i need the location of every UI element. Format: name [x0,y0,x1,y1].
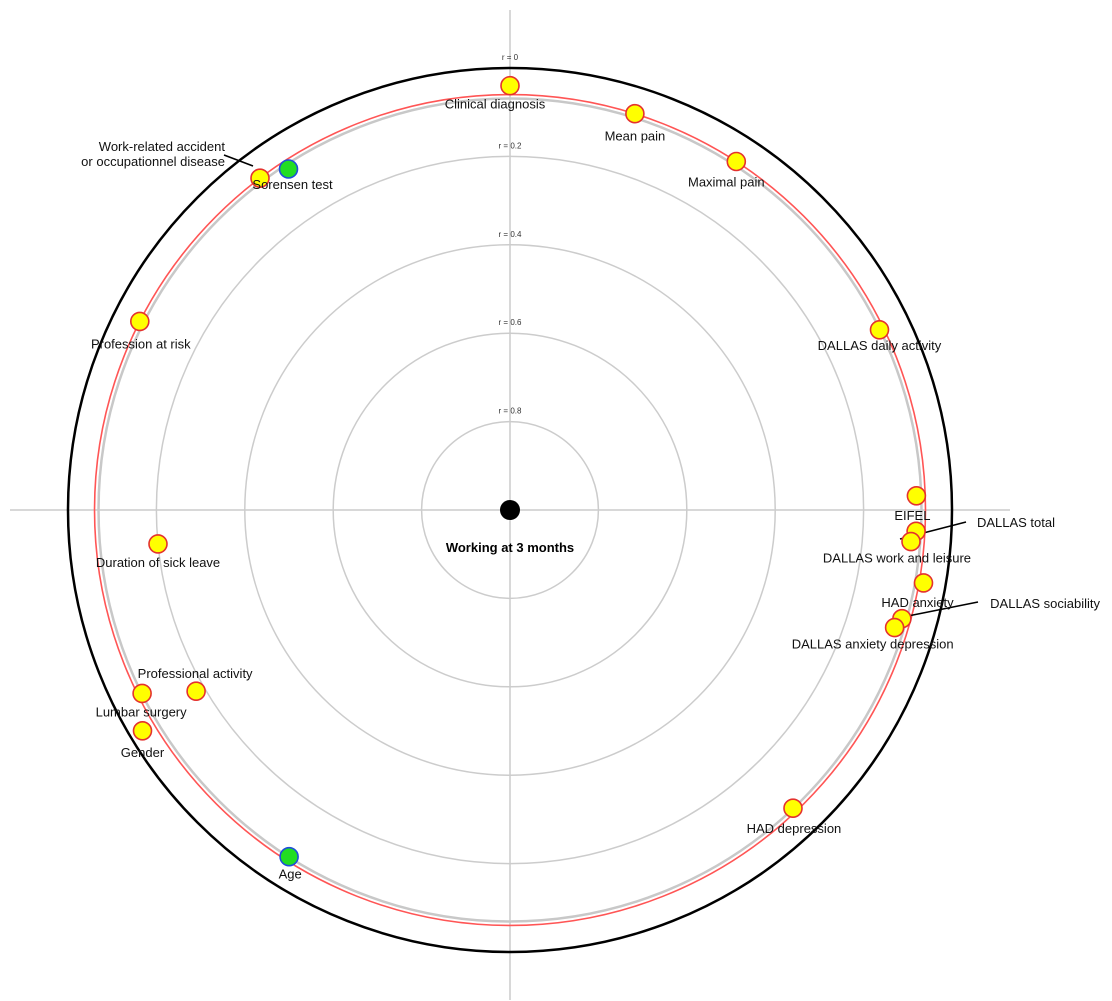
ring-label-0: r = 0 [502,53,519,62]
point-label-line: Gender [121,745,165,760]
point-label-sorensen-test: Sorensen test [252,177,333,192]
point-label-maximal-pain: Maximal pain [688,175,765,190]
leader-line-work-related-accident [223,154,254,167]
point-label-work-related-accident: Work-related accident or occupationnel di… [81,139,225,169]
point-label-dallas-daily-activity: DALLAS daily activity [818,338,942,353]
point-label-line: DALLAS sociability [990,596,1100,611]
point-label-line: HAD anxiety [881,595,954,610]
point-label-eifel: EIFEL [894,508,930,523]
point-label-line: EIFEL [894,508,930,523]
data-point-profession-at-risk [130,311,150,332]
point-label-line: HAD depression [747,821,842,836]
center-dot [500,500,520,520]
data-point-work-related-accident [250,168,270,188]
data-points [130,75,934,867]
data-point-mean-pain [625,103,645,124]
data-point-eifel [906,485,927,506]
correlation-rings [66,66,954,954]
point-label-line: Mean pain [605,129,666,144]
point-label-had-anxiety: HAD anxiety [881,595,954,610]
point-labels: Clinical diagnosis Mean pain Maximal pain D… [81,97,1100,882]
data-point-lumbar-surgery [132,683,152,704]
data-point-professional-activity [186,681,206,702]
data-point-dallas-anxiety-depression [884,617,905,638]
ring-r-0-6 [332,332,688,688]
data-point-sorensen-test [278,159,299,179]
threshold-shadow-circle [97,97,923,923]
point-label-mean-pain: Mean pain [605,129,666,144]
data-point-had-anxiety [913,573,934,593]
point-label-line: Clinical diagnosis [445,97,546,112]
point-label-had-depression: HAD depression [747,821,842,836]
point-label-dallas-sociability: DALLAS sociability [990,596,1100,611]
ring-label-1: r = 0.2 [499,141,522,150]
leader-line-dallas-sociability [907,601,979,617]
point-label-line: Maximal pain [688,175,765,190]
data-point-duration-of-sick-leave [148,534,168,554]
ring-label-4: r = 0.8 [499,407,522,416]
point-label-dallas-total: DALLAS total [977,515,1055,530]
data-point-had-depression [783,798,803,819]
point-label-line: DALLAS work and leisure [823,551,971,566]
point-label-age: Age [279,867,302,882]
point-label-lumbar-surgery: Lumbar surgery [96,704,188,719]
outer-circle [66,66,954,954]
data-point-clinical-diagnosis [500,75,520,96]
ring-label-3: r = 0.6 [499,318,522,327]
point-label-line: Lumbar surgery [96,704,188,719]
ring-r-0-2 [155,155,865,865]
ring-labels: r = 0 r = 0.2 r = 0.4 r = 0.6 r = 0.8 [499,53,522,416]
data-point-gender [132,720,153,741]
point-label-dallas-anxiety-depression: DALLAS anxiety depression [792,637,954,652]
ring-label-2: r = 0.4 [499,230,522,239]
ring-r-0-8 [420,420,600,600]
point-label-line: DALLAS daily activity [818,338,942,353]
data-point-dallas-daily-activity [869,319,890,340]
point-label-line: Age [279,867,302,882]
point-label-professional-activity: Professional activity [138,666,253,681]
point-label-line: DALLAS total [977,515,1055,530]
point-label-line: Sorensen test [252,177,333,192]
point-label-line: Duration of sick leave [96,555,220,570]
data-point-dallas-work-and-leisure [901,531,921,552]
point-label-duration-of-sick-leave: Duration of sick leave [96,555,220,570]
data-point-age [279,846,299,867]
point-label-line: DALLAS anxiety depression [792,637,954,652]
point-label-line: or occupationnel disease [81,154,225,169]
point-label-clinical-diagnosis: Clinical diagnosis [445,97,546,112]
point-label-line: Professional activity [138,666,253,681]
center-label: Working at 3 months [446,540,574,555]
point-label-dallas-work-and-leisure: DALLAS work and leisure [823,551,971,566]
point-label-gender: Gender [121,745,165,760]
ring-r-0-4 [244,244,776,776]
point-label-line: Work-related accident [99,139,226,154]
point-label-line: Profession at risk [91,336,191,351]
point-label-profession-at-risk: Profession at risk [91,336,191,351]
data-point-maximal-pain [726,151,747,172]
